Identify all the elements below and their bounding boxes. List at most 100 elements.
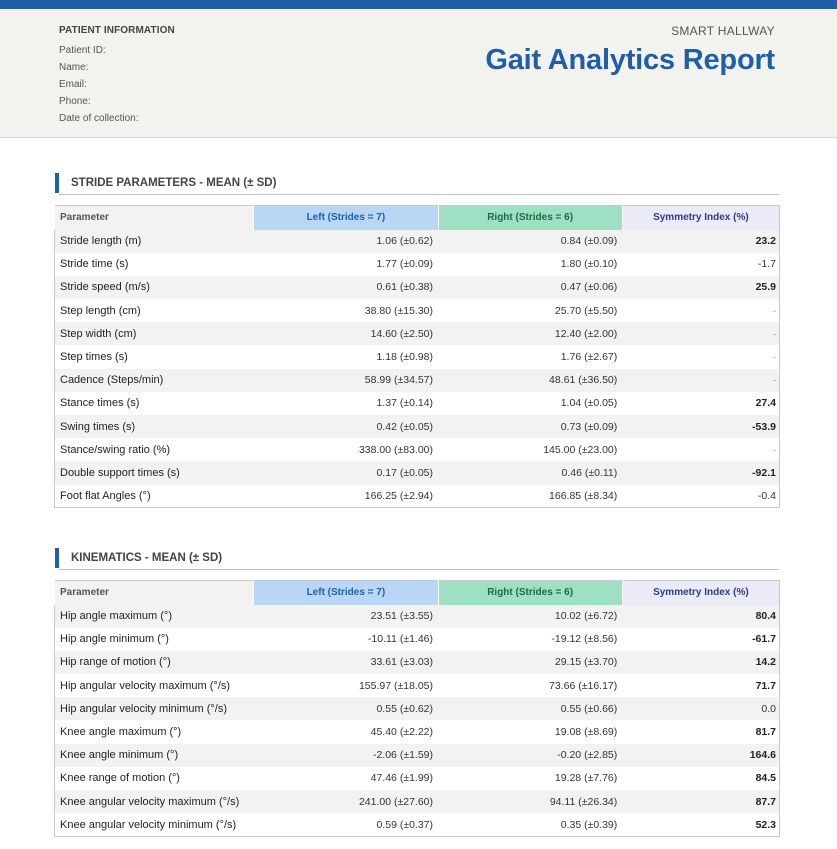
- left-value-cell: 23.51 (±3.55): [253, 604, 439, 628]
- parameter-cell: Stride speed (m/s): [54, 275, 254, 300]
- right-value-cell: -19.12 (±8.56): [438, 627, 623, 651]
- symmetry-index-cell: 52.3: [622, 813, 780, 837]
- right-value-cell: 0.46 (±0.11): [438, 461, 623, 485]
- right-value-cell: 0.55 (±0.66): [438, 697, 623, 721]
- table-row: Hip angle minimum (°) -10.11 (±1.46) -19.1…: [54, 627, 780, 651]
- table-row: Stance/swing ratio (%) 338.00 (±83.00) 145…: [54, 438, 780, 462]
- table-row: Double support times (s) 0.17 (±0.05) 0.46…: [54, 461, 780, 485]
- symmetry-index-cell: 84.5: [622, 766, 780, 790]
- table-row: Hip angular velocity minimum (°/s) 0.55 (…: [54, 697, 780, 721]
- left-value-cell: 14.60 (±2.50): [253, 322, 439, 346]
- right-value-cell: 145.00 (±23.00): [438, 438, 623, 462]
- left-value-cell: 45.40 (±2.22): [253, 720, 439, 744]
- symmetry-index-cell: -92.1: [622, 461, 780, 485]
- symmetry-index-cell: -: [622, 368, 780, 392]
- symmetry-index-cell: -: [622, 299, 780, 323]
- col-parameter: Parameter: [53, 580, 254, 605]
- col-left: Left (Strides = 7): [253, 205, 439, 230]
- left-value-cell: 0.42 (±0.05): [253, 415, 439, 439]
- parameter-cell: Hip range of motion (°): [54, 650, 254, 675]
- col-right: Right (Strides = 6): [437, 205, 623, 230]
- left-value-cell: 1.37 (±0.14): [253, 391, 439, 415]
- col-right: Right (Strides = 6): [437, 580, 623, 605]
- report-header: PATIENT INFORMATION Patient ID: Name: Em…: [0, 9, 837, 138]
- stride-table-body: Stride length (m) 1.06 (±0.62) 0.84 (±0.09…: [54, 229, 780, 508]
- right-value-cell: 19.08 (±8.69): [438, 720, 623, 744]
- left-value-cell: 38.80 (±15.30): [253, 299, 439, 323]
- symmetry-index-cell: 80.4: [622, 604, 780, 628]
- symmetry-index-cell: -: [622, 438, 780, 462]
- parameter-cell: Stride length (m): [54, 229, 254, 253]
- symmetry-index-cell: -53.9: [622, 415, 780, 439]
- table-row: Swing times (s) 0.42 (±0.05) 0.73 (±0.09) -…: [54, 415, 780, 439]
- symmetry-index-cell: -61.7: [622, 627, 780, 651]
- parameter-cell: Knee angle maximum (°): [54, 720, 254, 744]
- table-row: Knee angular velocity maximum (°/s) 241.0…: [54, 790, 780, 814]
- right-value-cell: 12.40 (±2.00): [438, 322, 623, 346]
- table-row: Hip angular velocity maximum (°/s) 155.97…: [54, 674, 780, 698]
- col-symmetry: Symmetry Index (%): [621, 205, 780, 230]
- parameter-cell: Swing times (s): [54, 415, 254, 439]
- symmetry-index-cell: 25.9: [622, 275, 780, 300]
- left-value-cell: -10.11 (±1.46): [253, 627, 439, 651]
- left-value-cell: 0.55 (±0.62): [253, 697, 439, 721]
- symmetry-index-cell: 27.4: [622, 391, 780, 415]
- table-row: Stride time (s) 1.77 (±0.09) 1.80 (±0.10) -…: [54, 252, 780, 276]
- table-row: Knee angle minimum (°) -2.06 (±1.59) -0.20…: [54, 743, 780, 767]
- left-value-cell: 338.00 (±83.00): [253, 438, 439, 462]
- parameter-cell: Foot flat Angles (°): [54, 484, 254, 508]
- symmetry-index-cell: 71.7: [622, 674, 780, 698]
- name-label: Name:: [59, 62, 89, 73]
- table-header-row: Parameter Left (Strides = 7) Right (Stri…: [53, 205, 780, 230]
- top-accent-bar: [0, 0, 837, 9]
- parameter-cell: Hip angle maximum (°): [54, 604, 254, 628]
- right-value-cell: 29.15 (±3.70): [438, 650, 623, 675]
- left-value-cell: -2.06 (±1.59): [253, 743, 439, 767]
- right-value-cell: 10.02 (±6.72): [438, 604, 623, 628]
- parameter-cell: Double support times (s): [54, 461, 254, 485]
- left-value-cell: 1.77 (±0.09): [253, 252, 439, 276]
- parameter-cell: Step width (cm): [54, 322, 254, 346]
- table-row: Stance times (s) 1.37 (±0.14) 1.04 (±0.05)…: [54, 391, 780, 415]
- parameter-cell: Knee angular velocity minimum (°/s): [54, 813, 254, 837]
- phone-label: Phone:: [59, 96, 91, 107]
- symmetry-index-cell: 81.7: [622, 720, 780, 744]
- patient-info-title: PATIENT INFORMATION: [59, 25, 175, 36]
- right-value-cell: 0.73 (±0.09): [438, 415, 623, 439]
- right-value-cell: 0.35 (±0.39): [438, 813, 623, 837]
- right-value-cell: 19.28 (±7.76): [438, 766, 623, 790]
- left-value-cell: 0.17 (±0.05): [253, 461, 439, 485]
- left-value-cell: 241.00 (±27.60): [253, 790, 439, 814]
- parameter-cell: Stance/swing ratio (%): [54, 438, 254, 462]
- table-row: Foot flat Angles (°) 166.25 (±2.94) 166.85…: [54, 484, 780, 508]
- brand-subtitle: SMART HALLWAY: [671, 24, 775, 38]
- symmetry-index-cell: -1.7: [622, 252, 780, 276]
- parameter-cell: Knee angular velocity maximum (°/s): [54, 790, 254, 814]
- right-value-cell: -0.20 (±2.85): [438, 743, 623, 767]
- right-value-cell: 73.66 (±16.17): [438, 674, 623, 698]
- table-row: Step length (cm) 38.80 (±15.30) 25.70 (±5.…: [54, 299, 780, 323]
- left-value-cell: 1.18 (±0.98): [253, 345, 439, 369]
- col-parameter: Parameter: [53, 205, 254, 230]
- left-value-cell: 1.06 (±0.62): [253, 229, 439, 253]
- table-header-row: Parameter Left (Strides = 7) Right (Stri…: [53, 580, 780, 605]
- parameter-cell: Step length (cm): [54, 299, 254, 323]
- symmetry-index-cell: -: [622, 345, 780, 369]
- left-value-cell: 58.99 (±34.57): [253, 368, 439, 392]
- table-row: Cadence (Steps/min) 58.99 (±34.57) 48.61 (…: [54, 368, 780, 392]
- kinematics-table-body: Hip angle maximum (°) 23.51 (±3.55) 10.02 …: [54, 604, 780, 837]
- table-row: Hip angle maximum (°) 23.51 (±3.55) 10.02 …: [54, 604, 780, 628]
- table-row: Step times (s) 1.18 (±0.98) 1.76 (±2.67) -: [54, 345, 780, 369]
- parameter-cell: Cadence (Steps/min): [54, 368, 254, 392]
- brand-block: SMART HALLWAY Gait Analytics Report: [485, 24, 775, 77]
- right-value-cell: 25.70 (±5.50): [438, 299, 623, 323]
- parameter-cell: Stride time (s): [54, 252, 254, 276]
- stride-section-title: STRIDE PARAMETERS - MEAN (± SD): [55, 173, 779, 195]
- table-row: Stride speed (m/s) 0.61 (±0.38) 0.47 (±0.0…: [54, 275, 780, 300]
- table-row: Knee angular velocity minimum (°/s) 0.59 …: [54, 813, 780, 837]
- parameter-cell: Step times (s): [54, 345, 254, 369]
- table-row: Stride length (m) 1.06 (±0.62) 0.84 (±0.09…: [54, 229, 780, 253]
- left-value-cell: 155.97 (±18.05): [253, 674, 439, 698]
- left-value-cell: 166.25 (±2.94): [253, 484, 439, 508]
- col-left: Left (Strides = 7): [253, 580, 439, 605]
